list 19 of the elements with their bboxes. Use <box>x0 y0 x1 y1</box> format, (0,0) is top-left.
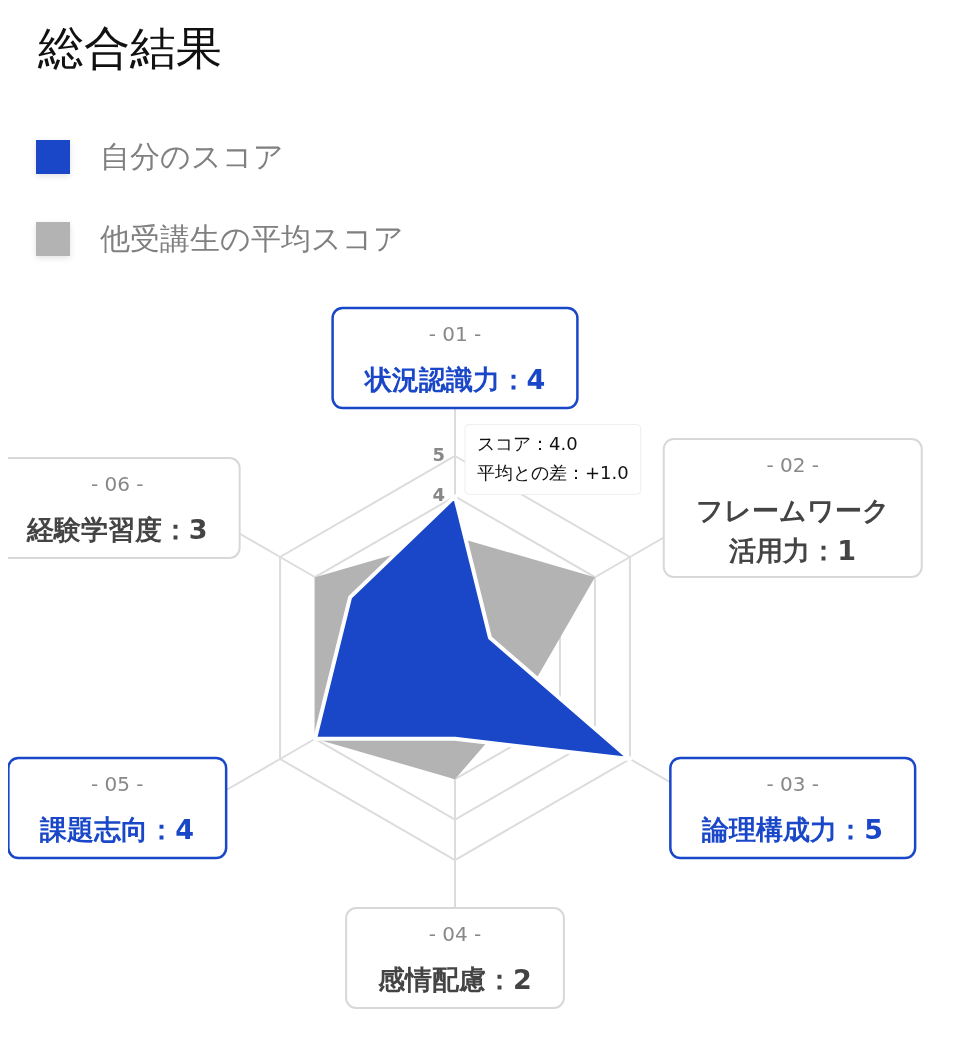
spoke-label: 経験学習度：3 <box>25 514 208 546</box>
legend-label: 他受講生の平均スコア <box>100 219 404 258</box>
text: - 03 - <box>766 772 820 797</box>
legend-label: 自分のスコア <box>100 137 284 176</box>
spoke-label: 論理構成力：5 <box>701 814 884 846</box>
chart-title: 総合結果 <box>38 20 222 77</box>
y-tick-label: 5 <box>432 443 445 465</box>
text: - 05 - <box>90 772 144 797</box>
spoke-label: 状況認識力：4 <box>362 364 546 396</box>
spoke-label: 感情配慮：2 <box>377 964 532 996</box>
y-tick-label: 4 <box>432 484 445 506</box>
text: - 01 - <box>428 322 482 347</box>
text: 平均との差：+1.0 <box>477 462 629 484</box>
text: - 04 - <box>428 922 482 947</box>
text: - 02 - <box>766 453 820 478</box>
text: スコア：4.0 <box>477 433 578 455</box>
spoke-label: 課題志向：4 <box>39 814 195 846</box>
spoke-label: フレームワーク活用力：1 <box>695 495 890 567</box>
text: - 06 - <box>90 472 144 497</box>
